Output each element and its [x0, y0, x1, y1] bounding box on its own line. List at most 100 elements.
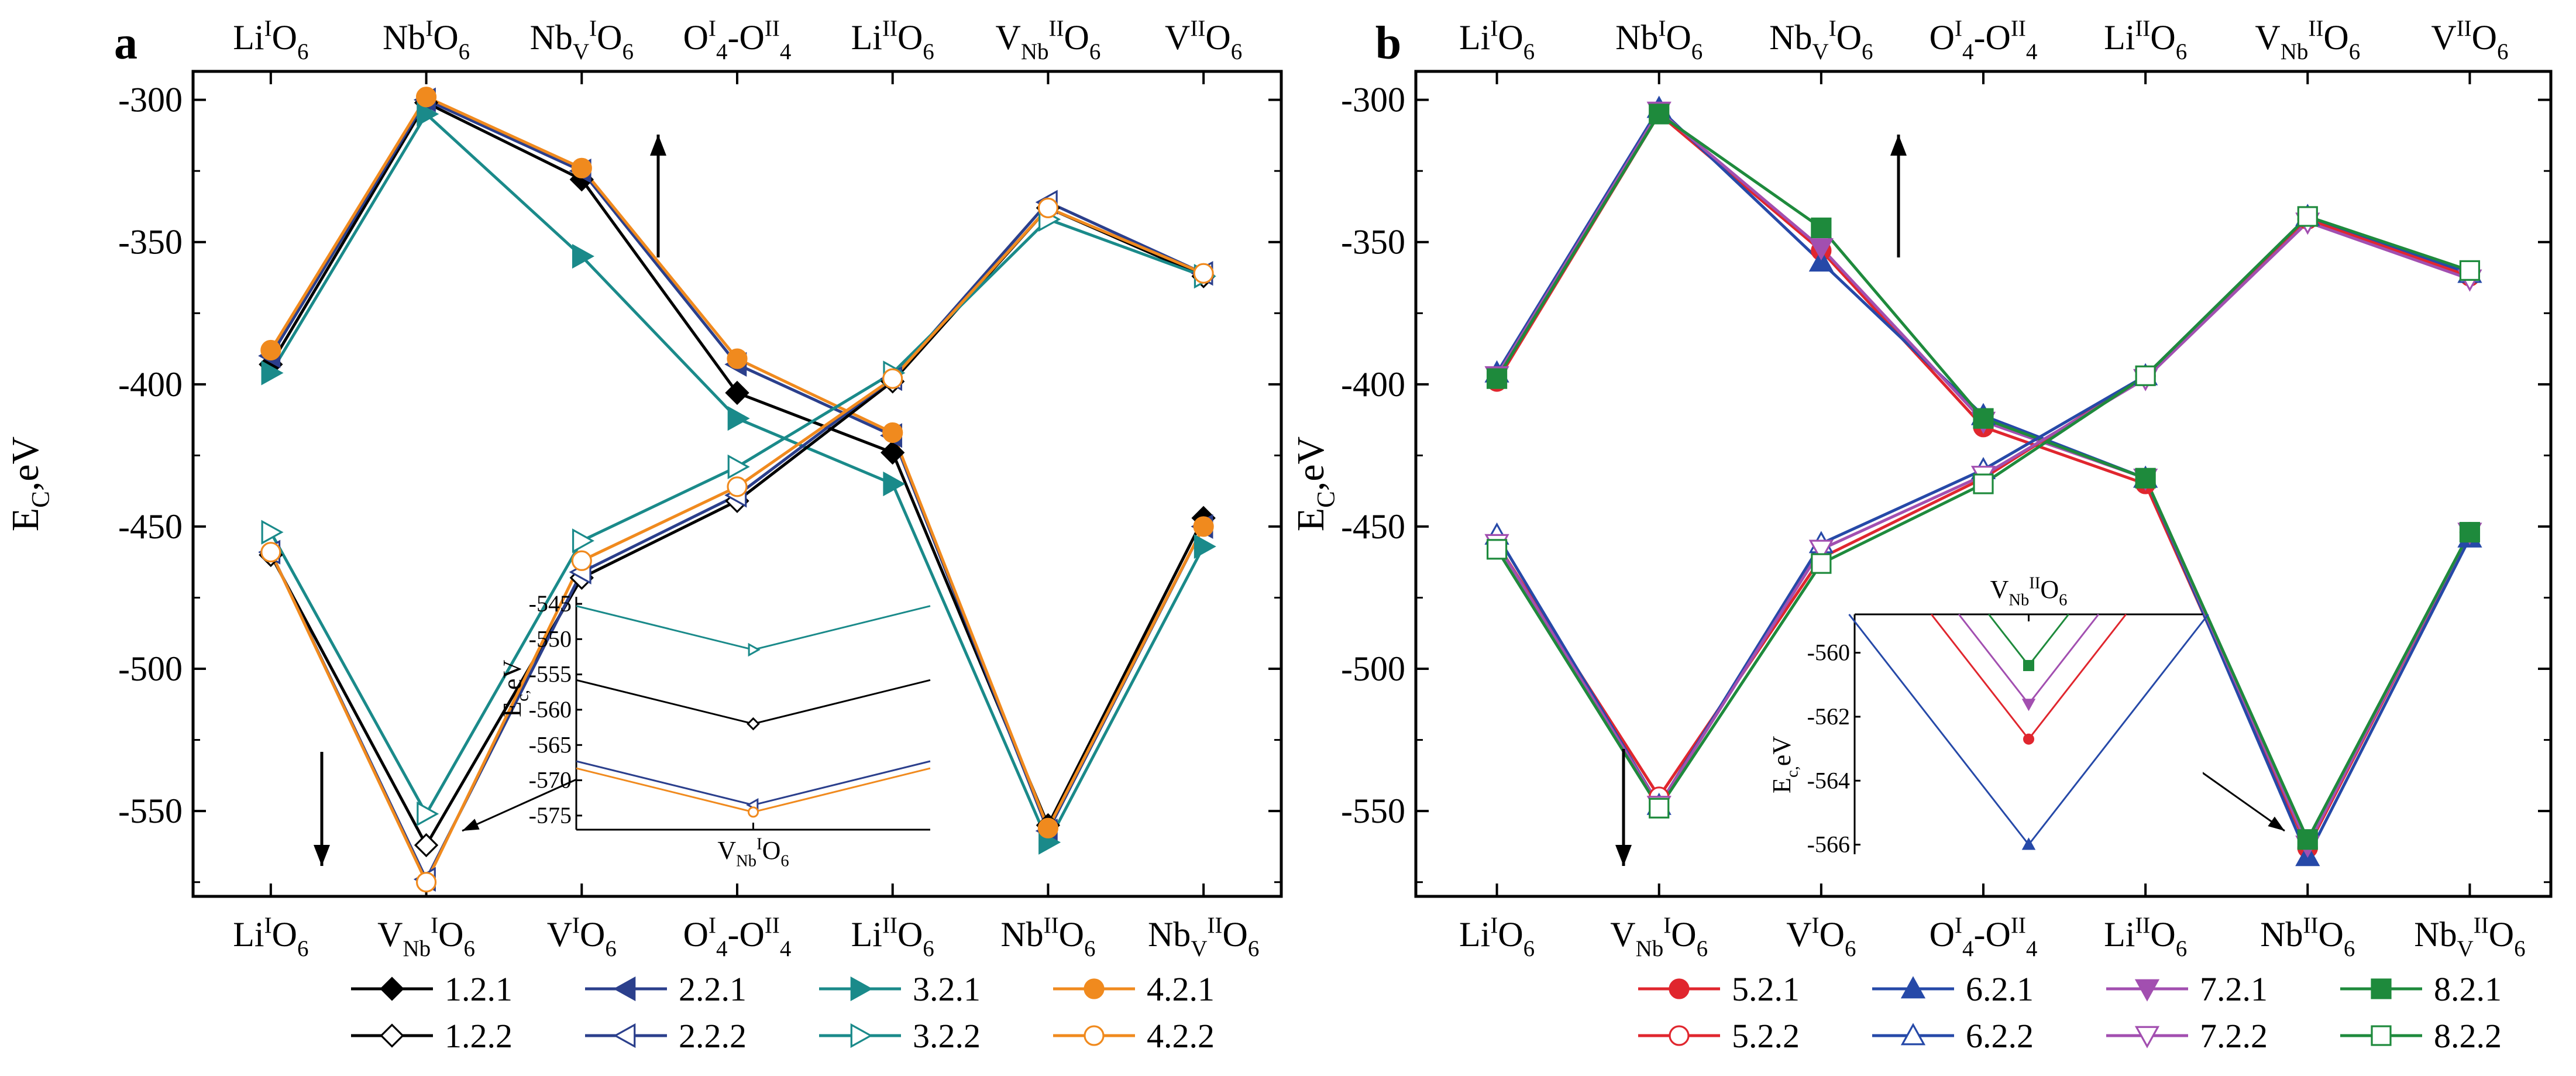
legend-item-5.2.1: 5.2.1	[1638, 970, 1800, 1008]
inset-y-tick-label: -550	[529, 625, 572, 652]
data-point-3.2.1	[883, 471, 906, 497]
data-point-1.2.1	[881, 440, 905, 465]
x-top-label: VNbIIO6	[2255, 16, 2360, 64]
inset-y-tick-label: -564	[1807, 767, 1850, 793]
x-top-label: OI4-OII4	[1930, 16, 2038, 64]
legend-item-2.2.2: 2.2.2	[585, 1017, 747, 1055]
x-tick-label: VIO6	[1786, 913, 1856, 961]
inset-x-label: VNbIO6	[717, 835, 789, 870]
y-axis: -300 -350 -400 -450 -500 -550	[118, 81, 1281, 884]
legend-item-3.2.2: 3.2.2	[819, 1017, 981, 1055]
data-point-8.2.2	[1649, 797, 1670, 819]
inset-y-label: Ec,eV	[498, 660, 532, 717]
panel-letter: a	[114, 18, 137, 69]
inset: VNbIIO6 -560 -562 -564 -566 Ec,eV	[1767, 574, 2209, 858]
data-point-8.2.2	[1486, 539, 1508, 560]
series-group	[258, 87, 1216, 893]
inset-point-8.2.1	[2023, 659, 2034, 671]
y-axis-label: EC,eV	[1289, 436, 1340, 531]
y-tick-label: -300	[118, 81, 183, 119]
legend-item-1.2.1: 1.2.1	[351, 970, 513, 1008]
direction-arrows	[1615, 135, 1907, 866]
legend-label: 2.2.1	[679, 970, 747, 1008]
inset-y-tick-label: -555	[529, 661, 572, 687]
data-point-8.2.2	[2135, 365, 2156, 386]
legend-item-8.2.2: 8.2.2	[2340, 1017, 2502, 1055]
data-point-4.2.2	[260, 542, 281, 563]
x-tick-label: NbVIIO6	[2414, 913, 2525, 961]
legend-item-6.2.1: 6.2.1	[1872, 970, 2034, 1008]
data-point-3.2.2	[417, 801, 439, 827]
data-point-8.2.1	[1486, 368, 1508, 389]
x-axis-bottom: LiIO6 VNbIO6 VIO6 OI4-OII4 LiIIO6 NbIIO6 NbVII…	[233, 884, 1259, 961]
data-point-8.2.1	[2297, 829, 2318, 850]
inset-y-tick-label: -562	[1807, 703, 1850, 730]
x-axis-top: LiIO6 NbIO6 NbVIO6 OI4-OII4 LiIIO6 VNbIIO6 VII…	[1459, 16, 2509, 84]
data-point-8.2.1	[1973, 408, 1994, 429]
inset-title: VNbIIO6	[1990, 574, 2068, 609]
y-tick-label: -500	[1341, 649, 1405, 688]
legend-marker	[613, 976, 636, 1002]
data-point-8.2.2	[2297, 206, 2318, 227]
x-top-label: VNbIIO6	[996, 16, 1101, 64]
x-top-label: LiIIO6	[2104, 16, 2187, 64]
data-point-7.2.2	[1808, 539, 1834, 562]
y-tick-label: -350	[1341, 223, 1405, 262]
x-tick-label: LiIO6	[233, 913, 308, 961]
legend-label: 3.2.2	[913, 1017, 981, 1055]
y-tick-label: -550	[118, 792, 183, 830]
arrow-down-head	[1615, 845, 1632, 866]
data-point-8.2.1	[2459, 522, 2481, 543]
data-point-4.2.1	[571, 157, 592, 178]
legend-label: 7.2.2	[2200, 1017, 2268, 1055]
inset-pointer-head	[2268, 816, 2285, 831]
data-point-3.2.2	[572, 528, 594, 554]
inset-y-tick-label: -560	[1807, 640, 1850, 666]
data-point-8.2.1	[1811, 217, 1832, 239]
legend-item-8.2.1: 8.2.1	[2340, 970, 2502, 1008]
inset-y-label: Ec,eV	[1767, 736, 1801, 793]
data-point-3.2.1	[1194, 534, 1216, 559]
inset-point-1.2.2	[747, 717, 760, 731]
series-group	[1484, 95, 2482, 867]
x-tick-label: VNbIO6	[377, 913, 475, 961]
data-point-4.2.2	[882, 368, 903, 389]
x-top-label: OI4-OII4	[683, 16, 792, 64]
x-tick-label: OI4-OII4	[1930, 913, 2038, 961]
inset-y-tick-label: -560	[529, 696, 572, 723]
data-point-3.2.1	[417, 101, 439, 127]
inset-y-tick-label: -575	[529, 802, 572, 829]
y-tick-label: -450	[118, 507, 183, 546]
y-tick-label: -500	[118, 649, 183, 688]
x-top-label: NbVIO6	[1769, 16, 1873, 64]
legend-marker	[2134, 979, 2160, 1002]
x-top-label: NbIO6	[1615, 16, 1703, 64]
legend-label: 4.2.2	[1147, 1017, 1215, 1055]
inset-y-tick-label: -566	[1807, 831, 1850, 858]
data-point-8.2.2	[2459, 260, 2481, 281]
legend-item-4.2.1: 4.2.1	[1053, 970, 1215, 1008]
data-point-4.2.2	[727, 476, 748, 497]
legend-label: 1.2.2	[445, 1017, 513, 1055]
x-tick-label: LiIO6	[1459, 913, 1535, 961]
inset-point-5.2.1	[2023, 733, 2034, 745]
legend-label: 8.2.2	[2434, 1017, 2502, 1055]
data-point-3.2.2	[261, 520, 284, 545]
legend-item-3.2.1: 3.2.1	[819, 970, 981, 1008]
data-point-1.2.2	[414, 833, 439, 858]
legend-marker	[1084, 978, 1105, 999]
inset-pointer-head	[462, 819, 480, 831]
x-axis-bottom: LiIO6 VNbIO6 VIO6 OI4-OII4 LiIIO6 NbIIO6 NbVII…	[1459, 884, 2526, 961]
arrow-up-head	[1890, 135, 1907, 156]
data-point-4.2.2	[571, 550, 592, 571]
legend-marker	[1084, 1025, 1105, 1046]
inset-point-6.2.1	[2021, 837, 2036, 850]
data-point-4.2.1	[727, 348, 748, 369]
legend-label: 6.2.2	[1966, 1017, 2034, 1055]
y-tick-label: -350	[118, 223, 183, 262]
x-tick-label: NbIIO6	[1000, 913, 1095, 961]
data-point-3.2.2	[727, 454, 750, 479]
data-point-8.2.2	[1973, 473, 1994, 494]
